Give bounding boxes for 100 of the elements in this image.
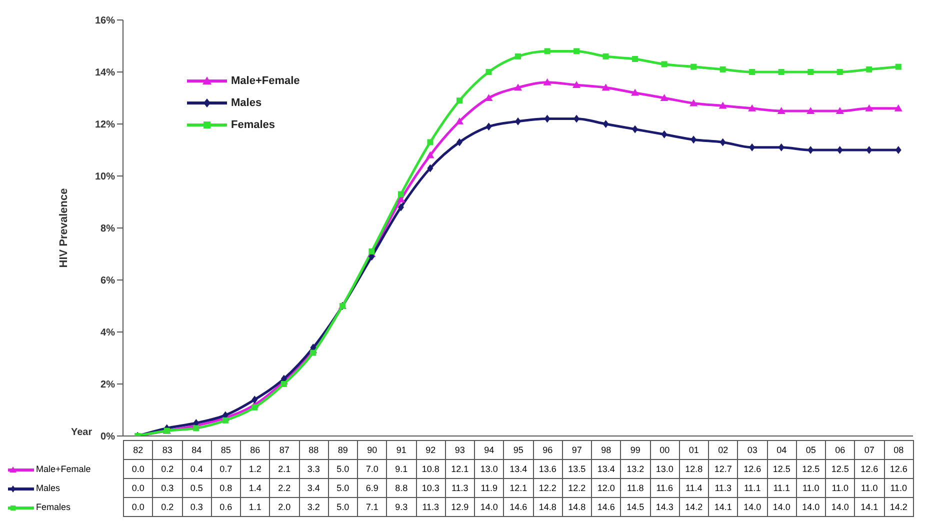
- point: [426, 151, 434, 158]
- point: [280, 381, 287, 387]
- point: [865, 104, 874, 112]
- data-label: 14.3: [650, 498, 680, 516]
- y-tick-label: 16%: [94, 16, 116, 27]
- point: [574, 48, 580, 54]
- point: [631, 88, 640, 96]
- point: [602, 53, 609, 60]
- x-tick-label: 87: [270, 440, 299, 460]
- y-tick-label: 2%: [100, 380, 116, 391]
- text: Male+Female: [36, 464, 91, 474]
- data-label: 0.7: [211, 460, 240, 478]
- point: [866, 146, 872, 154]
- data-label: 14.0: [826, 498, 855, 516]
- data-label: 13.5: [562, 460, 592, 478]
- x-tick-label: 02: [708, 440, 738, 460]
- legend-label: Females: [231, 118, 276, 133]
- data-label: 1.4: [240, 478, 270, 498]
- point: [836, 69, 843, 75]
- legend-label: Males: [231, 96, 262, 111]
- x-tick-label: 84: [182, 440, 212, 460]
- point: [778, 69, 784, 75]
- data-label: 12.2: [562, 478, 592, 498]
- data-label: 7.0: [358, 460, 387, 478]
- point: [193, 425, 200, 432]
- data-label: 14.2: [884, 498, 914, 516]
- data-label: 12.6: [854, 460, 884, 478]
- data-label: 5.0: [328, 498, 358, 516]
- data-label: 12.9: [445, 498, 474, 516]
- data-label: 0.2: [152, 460, 182, 478]
- point: [455, 117, 464, 124]
- data-label: 11.3: [416, 498, 446, 516]
- point: [398, 191, 404, 198]
- data-label: 8.8: [386, 478, 416, 498]
- point: [718, 102, 727, 109]
- point: [515, 53, 521, 60]
- y-tick-label: 8%: [100, 224, 116, 235]
- point: [398, 203, 404, 212]
- data-label: 0.4: [182, 460, 212, 478]
- data-label: 13.2: [620, 460, 650, 478]
- y-tick-label: 14%: [94, 68, 116, 79]
- text: Males: [36, 483, 60, 493]
- point: [895, 146, 902, 154]
- data-label: 11.6: [650, 478, 680, 498]
- x-tick-label: 82: [124, 440, 153, 460]
- x-tick-label: 89: [328, 440, 358, 460]
- x-tick-label: 06: [826, 440, 855, 460]
- data-label: 14.8: [562, 498, 592, 516]
- data-label: 11.8: [620, 478, 650, 498]
- x-tick-label: 96: [533, 440, 562, 460]
- x-tick-label: 95: [504, 440, 533, 460]
- data-label: 14.0: [474, 498, 504, 516]
- point: [514, 84, 522, 91]
- data-label: 13.4: [592, 460, 621, 478]
- x-axis-title: Year: [71, 427, 92, 438]
- point: [486, 69, 492, 75]
- data-label: 14.6: [592, 498, 621, 516]
- y-tick-label: 6%: [100, 276, 116, 287]
- point: [720, 138, 726, 146]
- point: [222, 417, 228, 424]
- point: [720, 66, 726, 72]
- point: [895, 64, 902, 70]
- point: [252, 404, 258, 410]
- data-label: 11.4: [679, 478, 708, 498]
- data-label: 0.8: [211, 478, 240, 498]
- point: [808, 69, 814, 75]
- x-tick-label: 86: [240, 440, 270, 460]
- point: [690, 136, 697, 144]
- data-label: 14.0: [738, 498, 767, 516]
- point: [602, 84, 610, 91]
- point: [777, 107, 786, 114]
- data-label: 5.0: [328, 478, 358, 498]
- data-label: 12.1: [504, 478, 533, 498]
- point: [632, 125, 638, 134]
- data-label: 13.4: [504, 460, 533, 478]
- point: [252, 396, 258, 404]
- x-tick-label: 90: [358, 440, 387, 460]
- data-label: 12.5: [796, 460, 826, 478]
- point: [602, 120, 609, 128]
- data-label: 11.9: [474, 478, 504, 498]
- y-tick-label: 12%: [94, 120, 116, 131]
- point: [544, 114, 550, 123]
- data-label: 0.0: [124, 498, 153, 516]
- x-tick-label: 01: [679, 440, 708, 460]
- data-label: 9.3: [386, 498, 416, 516]
- point: [866, 66, 872, 72]
- point: [544, 48, 550, 54]
- data-label: 14.1: [854, 498, 884, 516]
- data-label: 2.1: [270, 460, 299, 478]
- data-label: 12.1: [445, 460, 474, 478]
- point: [486, 122, 492, 131]
- point: [456, 138, 462, 146]
- point: [572, 81, 581, 88]
- data-label: 11.0: [796, 478, 826, 498]
- data-label: 2.0: [270, 498, 299, 516]
- data-label: 10.3: [416, 478, 446, 498]
- x-tick-label: 94: [474, 440, 504, 460]
- point: [660, 94, 668, 101]
- x-tick-label: 88: [299, 440, 328, 460]
- point: [515, 117, 521, 126]
